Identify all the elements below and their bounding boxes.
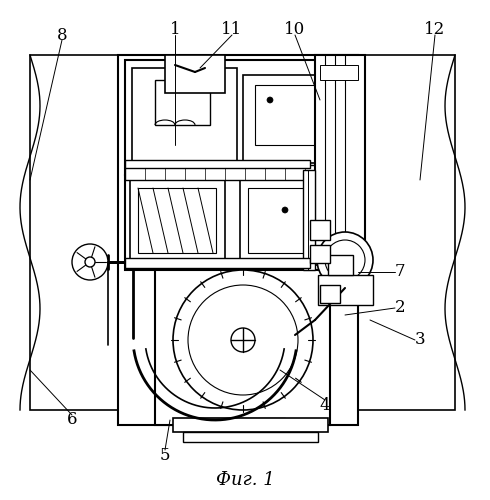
Bar (118, 55, 358, 425)
Bar (30, 55, 118, 410)
Text: 2: 2 (394, 300, 405, 316)
Bar (315, 55, 365, 250)
Text: 3: 3 (415, 332, 425, 348)
Circle shape (72, 244, 108, 280)
Bar (155, 80, 210, 125)
Bar (155, 270, 330, 425)
Text: 6: 6 (67, 412, 77, 428)
Circle shape (282, 207, 288, 213)
Bar (310, 245, 330, 263)
Circle shape (231, 328, 255, 352)
Text: 5: 5 (160, 446, 170, 464)
Bar (125, 60, 355, 175)
Text: 8: 8 (57, 26, 67, 44)
Bar (132, 68, 237, 168)
Circle shape (85, 257, 95, 267)
Bar (165, 55, 225, 93)
Text: 4: 4 (319, 396, 330, 413)
Bar (125, 175, 355, 270)
Bar (318, 275, 373, 305)
Bar (355, 55, 455, 410)
Bar (125, 160, 310, 168)
Bar (130, 180, 225, 265)
Bar (320, 65, 358, 80)
Text: 10: 10 (284, 22, 306, 38)
Circle shape (188, 285, 298, 395)
Bar (255, 85, 330, 145)
Bar (240, 180, 350, 265)
Bar (183, 432, 318, 442)
Bar (125, 258, 310, 268)
Text: 1: 1 (170, 22, 180, 38)
Circle shape (325, 240, 365, 280)
Text: Фиг. 1: Фиг. 1 (216, 471, 274, 489)
Text: 11: 11 (221, 22, 243, 38)
Bar (138, 188, 216, 253)
Bar (328, 255, 353, 275)
Bar (173, 418, 328, 432)
Bar (125, 165, 355, 180)
Circle shape (267, 97, 273, 103)
Bar (310, 220, 330, 240)
Bar (320, 285, 340, 303)
Text: 12: 12 (424, 22, 445, 38)
Text: 7: 7 (394, 264, 405, 280)
Circle shape (173, 270, 313, 410)
Bar (200, 418, 285, 430)
Bar (243, 75, 343, 163)
Circle shape (317, 232, 373, 288)
Bar (248, 188, 343, 253)
Bar (170, 75, 195, 87)
Bar (303, 170, 315, 270)
